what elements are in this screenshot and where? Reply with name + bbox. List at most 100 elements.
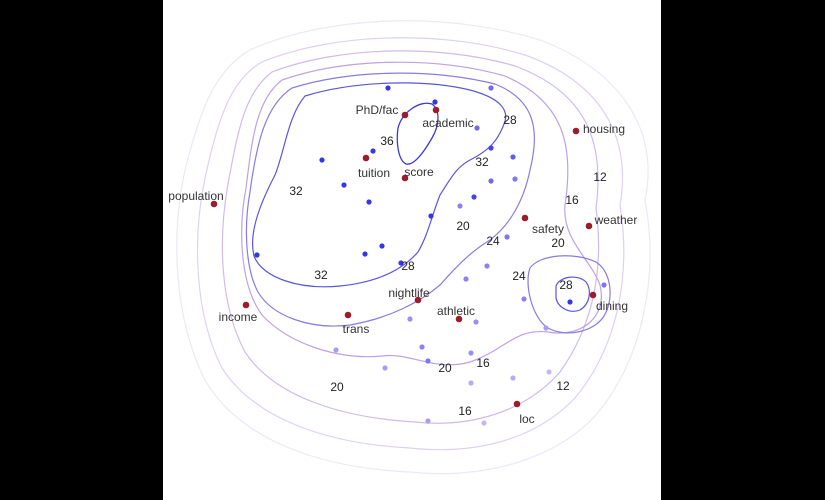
attribute-point: population xyxy=(168,189,224,208)
contour-value-label: 24 xyxy=(512,269,526,283)
contour-value-label: 16 xyxy=(476,356,490,370)
sample-point xyxy=(471,194,477,200)
attribute-points: PhD/fac academic tuition score population hou… xyxy=(168,103,637,426)
contour-value-label: 16 xyxy=(458,404,472,418)
sample-point xyxy=(468,350,474,356)
contour-value-label: 20 xyxy=(438,361,452,375)
sample-point xyxy=(419,344,425,350)
attribute-label: PhD/fac xyxy=(356,103,399,117)
contour-value-label: 20 xyxy=(551,236,565,250)
attribute-marker xyxy=(344,311,352,319)
contour-value-label: 28 xyxy=(401,259,415,273)
attribute-point: nightlife xyxy=(388,286,430,304)
sample-point xyxy=(362,251,368,257)
attribute-label: loc xyxy=(519,412,534,426)
contour-line-12 xyxy=(176,20,651,475)
attribute-point: income xyxy=(219,301,258,324)
contour-value-label: 12 xyxy=(593,170,607,184)
attribute-marker xyxy=(414,296,422,304)
sample-point xyxy=(366,199,372,205)
attribute-point: academic xyxy=(422,106,474,130)
sample-point xyxy=(521,296,527,302)
attribute-marker xyxy=(585,222,593,230)
attribute-point: dining xyxy=(589,291,628,313)
sample-point xyxy=(333,347,339,353)
sample-point xyxy=(468,380,474,386)
contour-line-24 xyxy=(241,61,602,366)
attribute-marker xyxy=(432,106,440,114)
sample-point xyxy=(504,234,510,240)
sample-point xyxy=(457,203,463,209)
contour-lines xyxy=(176,20,651,475)
sample-point xyxy=(488,178,494,184)
contour-value-label: 28 xyxy=(559,278,573,292)
sample-point xyxy=(428,213,434,219)
contour-value-label: 32 xyxy=(314,268,328,282)
attribute-label: weather xyxy=(594,213,638,227)
contour-value-label: 32 xyxy=(289,184,303,198)
attribute-point: score xyxy=(401,165,434,182)
sample-point xyxy=(379,243,385,249)
sample-point xyxy=(407,316,413,322)
contour-value-label: 32 xyxy=(475,155,489,169)
sample-point xyxy=(432,99,438,105)
sample-point xyxy=(382,365,388,371)
sample-point xyxy=(488,145,494,151)
attribute-marker xyxy=(210,200,218,208)
sample-point xyxy=(254,252,260,258)
attribute-label: score xyxy=(404,165,434,179)
contour-value-label: 36 xyxy=(380,134,394,148)
contour-line-36 xyxy=(396,102,439,165)
sample-point xyxy=(463,276,469,282)
attribute-marker xyxy=(455,315,463,323)
attribute-marker xyxy=(401,111,409,119)
contour-value-label: 24 xyxy=(486,234,500,248)
contour-line-20 xyxy=(221,50,600,424)
sample-point xyxy=(473,319,479,325)
attribute-label: trans xyxy=(343,322,370,336)
attribute-point: trans xyxy=(343,311,370,336)
contour-line-32-dining xyxy=(555,276,590,312)
sample-point xyxy=(546,369,552,375)
sample-point xyxy=(385,85,391,91)
sample-point xyxy=(567,299,573,305)
attribute-label: dining xyxy=(596,299,628,313)
contour-value-label: 20 xyxy=(456,219,470,233)
sample-points xyxy=(254,85,607,426)
attribute-marker xyxy=(513,400,521,408)
sample-point xyxy=(510,375,516,381)
attribute-label: tuition xyxy=(358,166,390,180)
sample-point xyxy=(481,420,487,426)
sample-point xyxy=(319,157,325,163)
sample-point xyxy=(543,325,549,331)
sample-point xyxy=(488,85,494,91)
attribute-marker xyxy=(572,127,580,135)
attribute-label: population xyxy=(168,189,223,203)
sample-point xyxy=(425,358,431,364)
contour-value-labels: 36 32 32 32 28 28 28 24 24 20 20 20 20 16 16 16 12 12 xyxy=(289,113,607,418)
attribute-point: weather xyxy=(585,213,638,230)
sample-point xyxy=(425,418,431,424)
attribute-label: safety xyxy=(532,222,564,236)
attribute-marker xyxy=(362,154,370,162)
contour-value-label: 16 xyxy=(565,193,579,207)
attribute-marker xyxy=(589,291,597,299)
attribute-label: athletic xyxy=(437,304,475,318)
attribute-point: housing xyxy=(572,122,625,136)
attribute-marker xyxy=(401,174,409,182)
attribute-marker xyxy=(242,301,250,309)
attribute-label: academic xyxy=(422,116,473,130)
contour-value-label: 12 xyxy=(556,379,570,393)
attribute-point: PhD/fac xyxy=(356,103,409,119)
contour-line-32 xyxy=(252,82,507,288)
attribute-label: housing xyxy=(583,122,625,136)
contour-line-16 xyxy=(196,37,625,451)
sample-point xyxy=(474,125,480,131)
sample-point xyxy=(510,154,516,160)
attribute-point: tuition xyxy=(358,154,390,180)
contour-value-label: 20 xyxy=(330,380,344,394)
sample-point xyxy=(370,148,376,154)
sample-point xyxy=(398,260,404,266)
attribute-point: loc xyxy=(513,400,535,426)
